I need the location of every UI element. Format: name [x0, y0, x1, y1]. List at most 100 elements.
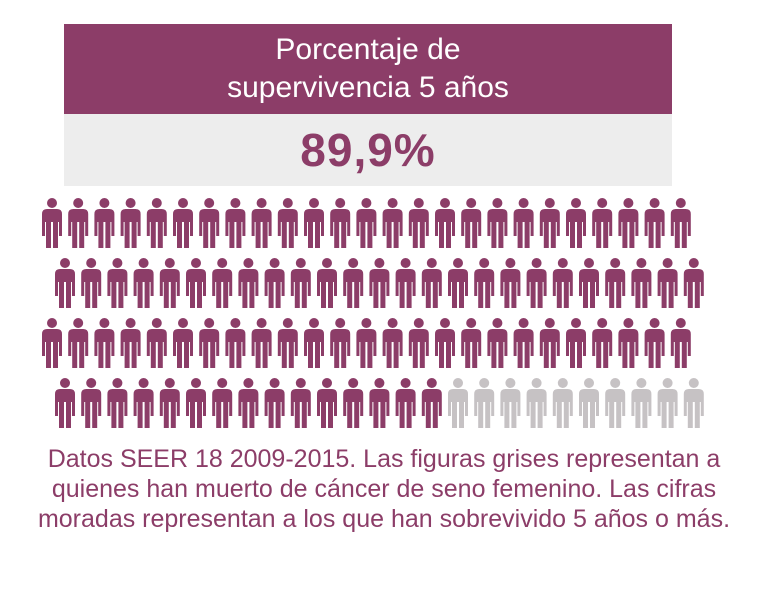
- person-figure: [644, 318, 665, 368]
- person-figure: [146, 318, 167, 368]
- person-figure: [264, 378, 285, 428]
- person-figure: [395, 258, 416, 308]
- person-figure: [199, 318, 220, 368]
- person-figure: [461, 318, 482, 368]
- person-figure: [107, 378, 128, 428]
- person-figure: [500, 258, 521, 308]
- person-figure: [317, 378, 337, 428]
- person-figure: [55, 258, 75, 308]
- person-figure: [120, 198, 141, 248]
- person-figure: [356, 198, 377, 248]
- person-figure: [290, 258, 311, 308]
- person-figure: [670, 318, 691, 368]
- person-figure: [395, 378, 416, 428]
- person-figure: [487, 318, 508, 368]
- person-figure: [120, 318, 141, 368]
- person-figure: [42, 318, 62, 368]
- person-figure: [330, 198, 351, 248]
- person-figure: [238, 258, 259, 308]
- caption: Datos SEER 18 2009-2015. Las figuras gri…: [37, 445, 731, 533]
- person-figure: [592, 198, 613, 248]
- person-figure: [461, 198, 482, 248]
- person-figure: [421, 258, 442, 308]
- person-figure: [55, 378, 75, 428]
- person-figure: [225, 198, 246, 248]
- title-banner: Porcentaje de supervivencia 5 años: [64, 24, 672, 114]
- person-figure: [42, 198, 62, 248]
- person-figure: [199, 198, 220, 248]
- person-figure: [369, 378, 390, 428]
- person-figure: [566, 318, 586, 368]
- person-figure: [526, 378, 547, 428]
- person-figure: [186, 378, 206, 428]
- person-figure: [304, 198, 324, 248]
- person-figure: [592, 318, 613, 368]
- person-figure: [618, 198, 639, 248]
- person-figure: [330, 318, 351, 368]
- person-figure: [657, 258, 678, 308]
- person-figure: [631, 378, 652, 428]
- person-figure: [251, 318, 272, 368]
- person-figure: [277, 318, 298, 368]
- person-figure: [238, 378, 259, 428]
- person-figure: [81, 258, 102, 308]
- person-figure: [448, 258, 468, 308]
- person-figure: [212, 258, 233, 308]
- person-figure: [513, 318, 534, 368]
- person-figure: [68, 318, 89, 368]
- person-figure: [159, 258, 180, 308]
- person-figure: [343, 378, 364, 428]
- person-figure: [579, 378, 599, 428]
- title-line-2: supervivencia 5 años: [227, 71, 509, 104]
- person-figure: [552, 378, 573, 428]
- person-figure: [94, 198, 115, 248]
- person-figure: [579, 258, 599, 308]
- person-figure: [421, 378, 442, 428]
- person-figure: [435, 318, 455, 368]
- person-figure: [657, 378, 678, 428]
- person-figure: [94, 318, 115, 368]
- person-figure: [435, 198, 455, 248]
- person-figure: [500, 378, 521, 428]
- person-figure: [264, 258, 285, 308]
- person-figure: [382, 198, 403, 248]
- person-figure: [159, 378, 180, 428]
- person-figure: [539, 318, 560, 368]
- person-figure: [343, 258, 364, 308]
- pictograph: [42, 198, 704, 428]
- person-figure: [173, 318, 193, 368]
- person-figure: [539, 198, 560, 248]
- person-figure: [448, 378, 468, 428]
- person-figure: [81, 378, 102, 428]
- person-figure: [408, 318, 429, 368]
- person-figure: [290, 378, 311, 428]
- person-figure: [277, 198, 298, 248]
- value-box: 89,9%: [64, 114, 672, 186]
- person-figure: [487, 198, 508, 248]
- person-figure: [552, 258, 573, 308]
- person-figure: [251, 198, 272, 248]
- survival-value: 89,9%: [300, 124, 436, 176]
- person-figure: [225, 318, 246, 368]
- person-figure: [212, 378, 233, 428]
- title-line-1: Porcentaje de: [275, 33, 461, 66]
- person-figure: [513, 198, 534, 248]
- person-figure: [146, 198, 167, 248]
- person-figure: [304, 318, 324, 368]
- person-figure: [683, 258, 704, 308]
- person-figure: [474, 378, 495, 428]
- person-figure: [107, 258, 128, 308]
- person-figure: [526, 258, 547, 308]
- person-figure: [369, 258, 390, 308]
- person-figure: [566, 198, 586, 248]
- person-figure: [605, 378, 626, 428]
- person-figure: [631, 258, 652, 308]
- person-figure: [186, 258, 206, 308]
- person-figure: [618, 318, 639, 368]
- person-figure: [670, 198, 691, 248]
- person-figure: [683, 378, 704, 428]
- person-figure: [408, 198, 429, 248]
- person-figure: [356, 318, 377, 368]
- person-figure: [605, 258, 626, 308]
- person-figure: [173, 198, 193, 248]
